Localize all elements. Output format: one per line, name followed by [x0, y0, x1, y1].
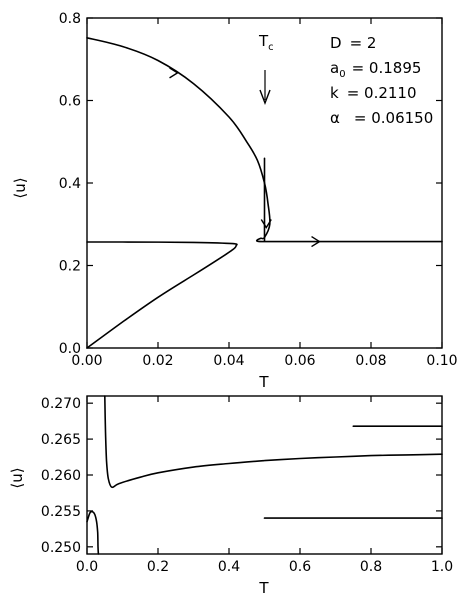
- bottom-y-axis-label: ⟨u⟩: [8, 467, 26, 488]
- top-curves: [86, 37, 443, 349]
- bottom-y-tick-label: 0.255: [41, 504, 81, 520]
- bottom-series-1-line: [86, 510, 100, 555]
- top-y-axis-label: ⟨u⟩: [11, 177, 29, 198]
- tc-down-arrow: [259, 70, 271, 105]
- bottom-x-tick-label: 0.4: [218, 559, 240, 575]
- bottom-plot-frame: [86, 395, 443, 555]
- bottom-ticks: 0.0 0.2 0.4 0.6 0.8 1.0 0.250 0.255 0.260 0.265 0.…: [41, 396, 453, 575]
- top-x-axis-label: T: [258, 373, 269, 391]
- bottom-curves: [86, 395, 443, 555]
- bottom-x-tick-label: 0.8: [360, 559, 382, 575]
- tc-label: Tc: [258, 32, 274, 53]
- top-x-tick-label: 0.06: [284, 353, 315, 369]
- upper-branch-arrow: [169, 67, 179, 79]
- top-y-tick-label: 0.6: [59, 94, 81, 110]
- top-series-1-line: [86, 241, 238, 349]
- bottom-x-tick-label: 0.2: [147, 559, 169, 575]
- top-y-tick-label: 0.2: [59, 259, 81, 275]
- param-a0: a0 = 0.1895: [330, 59, 421, 80]
- top-x-tick-label: 0.10: [426, 353, 457, 369]
- lower-branch-arrow: [311, 235, 321, 248]
- bottom-y-tick-label: 0.265: [41, 432, 81, 448]
- bottom-x-tick-label: 0.6: [289, 559, 311, 575]
- top-x-tick-label: 0.04: [213, 353, 244, 369]
- bottom-panel: 0.0 0.2 0.4 0.6 0.8 1.0 0.250 0.255 0.260 0.265 0.…: [8, 395, 453, 597]
- bottom-y-tick-label: 0.270: [41, 396, 81, 412]
- top-x-tick-label: 0.02: [142, 353, 173, 369]
- top-series-0-line: [86, 37, 443, 243]
- bottom-series-0-line: [104, 395, 443, 489]
- top-y-tick-label: 0.0: [59, 341, 81, 357]
- param-alpha: α = 0.06150: [330, 109, 433, 127]
- jump-down-arrow: [260, 219, 272, 229]
- bottom-y-tick-label: 0.260: [41, 468, 81, 484]
- parameter-block: D = 2 a0 = 0.1895 k = 0.2110 α = 0.06150: [330, 34, 433, 127]
- top-x-tick-label: 0.08: [355, 353, 386, 369]
- bottom-x-tick-label: 0.0: [76, 559, 98, 575]
- param-d: D = 2: [330, 34, 376, 52]
- top-direction-arrows: [169, 67, 321, 248]
- top-y-tick-label: 0.8: [59, 11, 81, 27]
- bottom-x-axis-label: T: [258, 579, 269, 597]
- param-k: k = 0.2110: [330, 84, 417, 102]
- top-x-tick-label: 0.00: [71, 353, 102, 369]
- top-panel: 0.00 0.02 0.04 0.06 0.08 0.100.00.20.40.60.8 …: [11, 11, 458, 391]
- bottom-x-tick-label: 1.0: [431, 559, 453, 575]
- bottom-y-tick-label: 0.250: [41, 540, 81, 556]
- top-y-tick-label: 0.4: [59, 176, 81, 192]
- top-ticks: 0.00 0.02 0.04 0.06 0.08 0.10 0.0 0.2 0.4 0.6 0.8: [59, 11, 458, 369]
